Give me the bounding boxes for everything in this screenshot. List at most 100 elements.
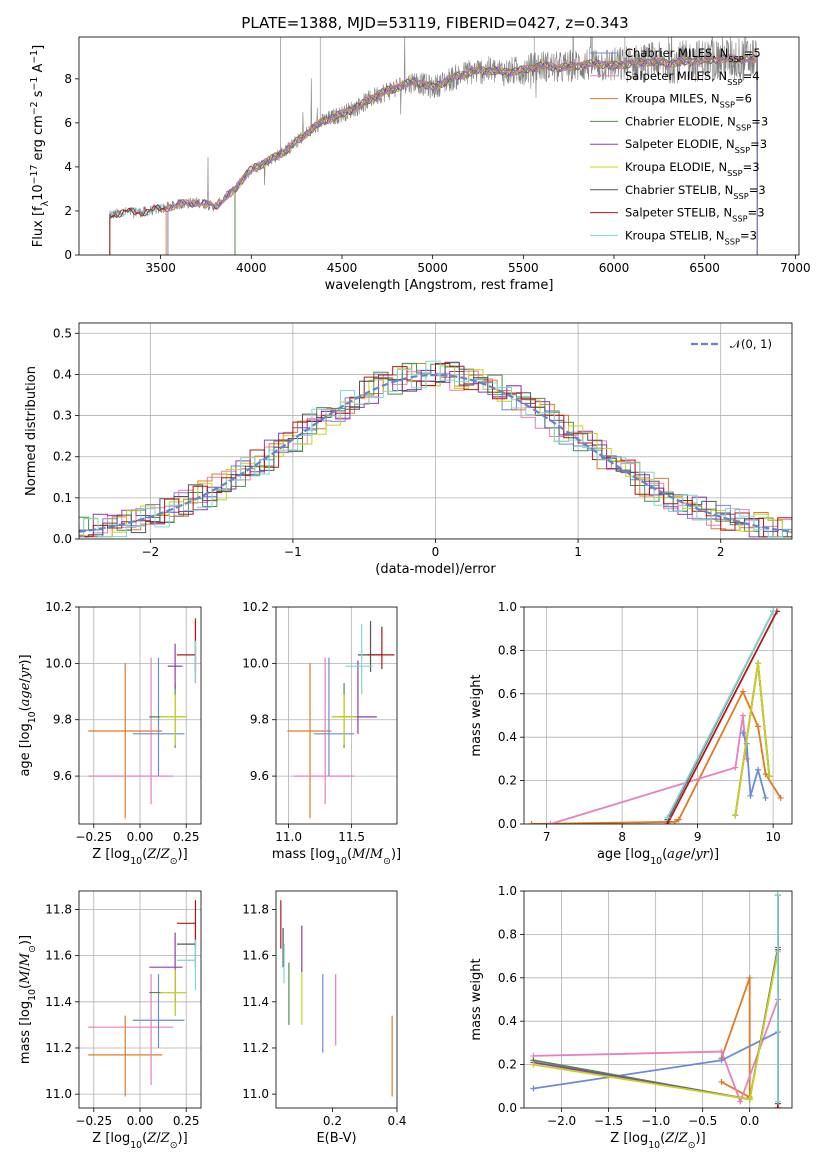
model-line-kroupa-elodie	[234, 54, 758, 255]
panel-weight-vs-age: 7 8 9 10 0.0 0.2 0.4 0.6 0.8 1.0 age [log10(age/yr…	[469, 600, 793, 867]
normal-curve	[79, 373, 792, 533]
y-tick-label: 1.0	[498, 884, 517, 898]
x-tick-label: 9	[694, 830, 702, 844]
weight-line-salpeter-miles	[550, 715, 748, 824]
y-axis-label: age [log10(age/yr)]	[18, 654, 38, 776]
y-axis-label: Flux [fλ10−17 erg cm−2 s−1 A−1]	[29, 45, 51, 247]
y-tick-label: 0.4	[498, 1014, 517, 1028]
y-tick-label: 11.4	[45, 995, 72, 1009]
model-line-chabrier-elodie	[234, 54, 758, 255]
weight-marker	[746, 1096, 753, 1103]
x-tick-label: 2	[717, 545, 725, 559]
y-tick-label: 0.0	[53, 532, 72, 546]
legend-label: Salpeter ELODIE, NSSP=3	[625, 137, 767, 155]
y-axis-label: mass weight	[469, 958, 484, 1040]
y-tick-label: 0	[64, 248, 72, 262]
legend-label: Chabrier MILES, NSSP=5	[625, 46, 761, 64]
x-axis-label: wavelength [Angstrom, rest frame]	[325, 278, 554, 293]
weight-marker	[755, 660, 762, 667]
weight-marker	[755, 766, 762, 773]
x-axis-label: mass [log10(M/M⊙)]	[272, 847, 401, 867]
plot-area	[79, 891, 201, 1108]
x-tick-label: 0	[432, 545, 440, 559]
y-tick-label: 9.6	[53, 769, 72, 783]
y-tick-label: 10.0	[45, 656, 72, 670]
weight-marker	[718, 1057, 725, 1064]
x-axis-label: (data-model)/error	[375, 562, 496, 577]
y-tick-label: 0.6	[498, 687, 517, 701]
y-tick-label: 8	[64, 72, 72, 86]
x-tick-label: −0.5	[688, 1114, 717, 1128]
legend-label: 𝒩(0, 1)	[730, 337, 772, 351]
panels: 3500 4000 4500 5000 5500 6000 6500 7000 0 2 4 6 8 wav…	[18, 36, 811, 1151]
x-tick-label: 0.0	[740, 1114, 759, 1128]
weight-marker	[528, 821, 535, 824]
x-tick-label: 5500	[508, 261, 539, 275]
y-tick-label: 0.2	[498, 1058, 517, 1072]
weight-marker	[766, 773, 773, 780]
x-tick-label: −0.25	[75, 1114, 112, 1128]
x-tick-label: 10	[765, 830, 780, 844]
y-tick-label: 4	[64, 160, 72, 174]
panel-age-vs-Z: −0.25 0.00 0.25 9.6 9.8 10.0 10.2 Z [log10(Z/Z⊙…	[18, 600, 202, 867]
legend-label: Kroupa ELODIE, NSSP=3	[625, 160, 760, 178]
y-tick-label: 9.8	[250, 713, 269, 727]
x-tick-label: 8	[618, 830, 626, 844]
y-tick-label: 10.2	[242, 600, 269, 614]
weight-marker	[746, 974, 753, 981]
x-tick-label: −2	[141, 545, 159, 559]
y-axis-label: mass weight	[469, 674, 484, 756]
plot-area	[276, 607, 397, 824]
y-tick-label: 11.2	[45, 1041, 72, 1055]
plot-area	[79, 323, 792, 539]
weight-marker	[739, 729, 746, 736]
y-tick-label: 9.8	[53, 713, 72, 727]
y-tick-label: 0.1	[53, 491, 72, 505]
plot-area	[524, 607, 792, 824]
histogram-chabrier-miles	[79, 362, 792, 538]
y-tick-label: 10.0	[242, 656, 269, 670]
axes-frame	[275, 890, 398, 1109]
weight-marker	[770, 608, 777, 615]
x-tick-label: 3500	[145, 261, 176, 275]
x-tick-label: 7	[543, 830, 551, 844]
y-axis-label: mass [log10(M/M⊙)]	[18, 935, 38, 1064]
legend-label: Salpeter STELIB, NSSP=3	[625, 206, 765, 224]
weight-marker	[675, 816, 682, 823]
histogram-chabrier-stelib	[79, 361, 792, 538]
weight-marker	[737, 1098, 744, 1105]
panel-weight-vs-Z: −2.0 −1.5 −1.0 −0.5 0.0 0.0 0.2 0.4 0.6 0.8 1.0 Z […	[469, 884, 793, 1151]
y-tick-label: 11.2	[242, 1041, 269, 1055]
axes-frame	[523, 890, 793, 1109]
model-line-salpeter-miles	[167, 54, 758, 255]
weight-line-kroupa-miles	[720, 977, 751, 1099]
y-tick-label: 11.6	[242, 949, 269, 963]
y-tick-label: 0.6	[498, 971, 517, 985]
plot-area	[79, 607, 201, 824]
x-tick-label: 5000	[417, 261, 448, 275]
panel-mass-vs-Z: −0.25 0.00 0.25 11.0 11.2 11.4 11.6 11.8 Z [log1…	[18, 890, 202, 1151]
x-tick-label: 6500	[689, 261, 720, 275]
weight-marker	[664, 821, 671, 824]
x-tick-label: 0.00	[127, 1114, 154, 1128]
legend-label: Kroupa MILES, NSSP=6	[625, 92, 752, 110]
y-tick-label: 11.4	[242, 995, 269, 1009]
axes-frame	[78, 322, 793, 540]
x-tick-label: −0.25	[75, 830, 112, 844]
x-tick-label: 0.2	[323, 1114, 342, 1128]
y-tick-label: 0.5	[53, 326, 72, 340]
y-tick-label: 1.0	[498, 600, 517, 614]
weight-marker	[777, 794, 784, 801]
y-tick-label: 0.4	[53, 367, 72, 381]
weight-marker	[739, 712, 746, 719]
y-tick-label: 0.0	[498, 1101, 517, 1115]
y-tick-label: 11.6	[45, 949, 72, 963]
weight-marker	[664, 814, 671, 821]
panel-mass-vs-EBV: 0.2 0.4 11.0 11.2 11.4 11.6 11.8 E(B-V)	[242, 890, 407, 1146]
x-tick-label: 0.00	[127, 830, 154, 844]
y-tick-label: 11.8	[45, 902, 72, 916]
weight-marker	[774, 1098, 781, 1105]
weight-marker	[732, 812, 739, 819]
x-tick-label: −1.0	[641, 1114, 670, 1128]
